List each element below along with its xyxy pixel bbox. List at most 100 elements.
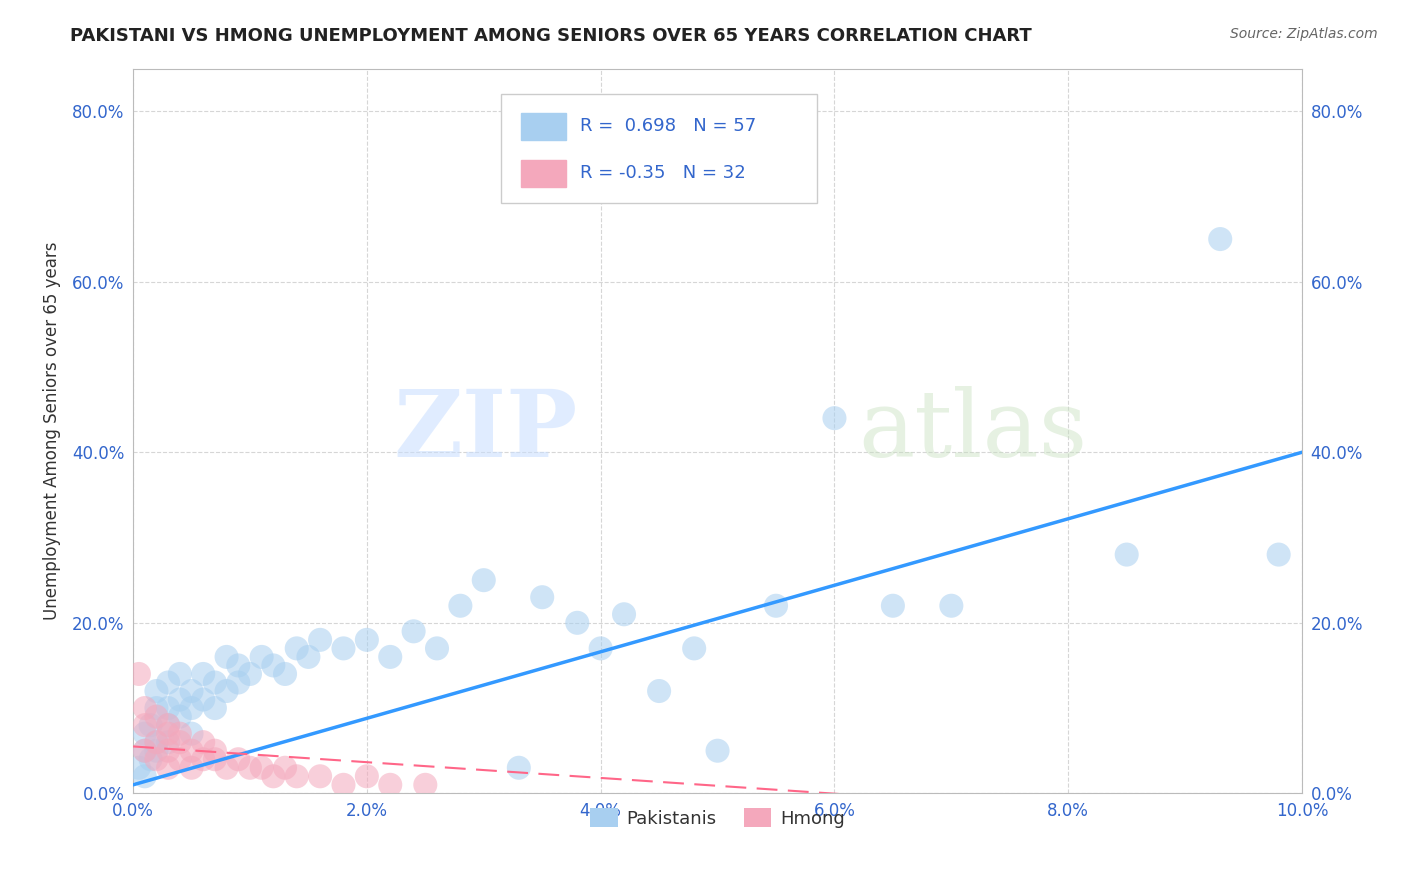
- Point: [1267, 548, 1289, 562]
- Point: [1209, 232, 1232, 246]
- Point: [356, 769, 378, 783]
- Point: [134, 744, 156, 758]
- Point: [941, 599, 963, 613]
- Text: R = -0.35   N = 32: R = -0.35 N = 32: [579, 163, 745, 182]
- Point: [193, 667, 215, 681]
- Point: [157, 744, 180, 758]
- Point: [145, 701, 167, 715]
- Point: [157, 718, 180, 732]
- Point: [193, 692, 215, 706]
- Point: [204, 701, 226, 715]
- Point: [426, 641, 449, 656]
- Point: [180, 726, 202, 740]
- Point: [648, 684, 671, 698]
- Point: [204, 752, 226, 766]
- Point: [226, 658, 249, 673]
- Point: [134, 726, 156, 740]
- Point: [239, 761, 262, 775]
- Point: [145, 752, 167, 766]
- Point: [139, 752, 162, 766]
- Point: [157, 735, 180, 749]
- Point: [332, 641, 354, 656]
- Point: [262, 769, 284, 783]
- Point: [169, 726, 191, 740]
- Point: [413, 778, 436, 792]
- Point: [823, 411, 845, 425]
- Point: [128, 761, 150, 775]
- Y-axis label: Unemployment Among Seniors over 65 years: Unemployment Among Seniors over 65 years: [44, 242, 60, 620]
- Point: [589, 641, 612, 656]
- Text: atlas: atlas: [858, 386, 1087, 476]
- Point: [145, 735, 167, 749]
- Point: [274, 667, 297, 681]
- Point: [882, 599, 904, 613]
- Point: [706, 744, 728, 758]
- Point: [169, 709, 191, 723]
- Point: [285, 641, 308, 656]
- Point: [145, 684, 167, 698]
- Point: [134, 701, 156, 715]
- Legend: Pakistanis, Hmong: Pakistanis, Hmong: [583, 801, 852, 835]
- Point: [285, 769, 308, 783]
- Point: [239, 667, 262, 681]
- Point: [145, 744, 167, 758]
- Point: [215, 761, 238, 775]
- Point: [250, 649, 273, 664]
- Text: PAKISTANI VS HMONG UNEMPLOYMENT AMONG SENIORS OVER 65 YEARS CORRELATION CHART: PAKISTANI VS HMONG UNEMPLOYMENT AMONG SE…: [70, 27, 1032, 45]
- Point: [215, 649, 238, 664]
- Point: [262, 658, 284, 673]
- Point: [215, 684, 238, 698]
- Point: [169, 752, 191, 766]
- Point: [332, 778, 354, 792]
- Point: [508, 761, 530, 775]
- Point: [297, 649, 319, 664]
- Point: [180, 684, 202, 698]
- Point: [157, 675, 180, 690]
- Point: [134, 744, 156, 758]
- Text: R =  0.698   N = 57: R = 0.698 N = 57: [579, 117, 756, 135]
- Point: [380, 778, 402, 792]
- Point: [274, 761, 297, 775]
- Point: [193, 735, 215, 749]
- Point: [157, 718, 180, 732]
- Point: [128, 667, 150, 681]
- Point: [226, 752, 249, 766]
- Point: [613, 607, 636, 622]
- Point: [193, 752, 215, 766]
- Point: [204, 675, 226, 690]
- Point: [309, 632, 332, 647]
- Text: ZIP: ZIP: [394, 386, 578, 476]
- Point: [472, 573, 495, 587]
- Point: [683, 641, 706, 656]
- FancyBboxPatch shape: [522, 160, 565, 187]
- Point: [1115, 548, 1137, 562]
- Point: [356, 632, 378, 647]
- Point: [145, 735, 167, 749]
- Point: [145, 709, 167, 723]
- Point: [157, 701, 180, 715]
- Text: Source: ZipAtlas.com: Source: ZipAtlas.com: [1230, 27, 1378, 41]
- Point: [226, 675, 249, 690]
- Point: [567, 615, 589, 630]
- Point: [531, 591, 554, 605]
- Point: [180, 701, 202, 715]
- Point: [402, 624, 425, 639]
- Point: [204, 744, 226, 758]
- Point: [180, 744, 202, 758]
- Point: [157, 761, 180, 775]
- FancyBboxPatch shape: [522, 113, 565, 140]
- Point: [134, 769, 156, 783]
- Point: [139, 718, 162, 732]
- Point: [765, 599, 787, 613]
- Point: [134, 718, 156, 732]
- Point: [309, 769, 332, 783]
- Point: [169, 692, 191, 706]
- Point: [157, 726, 180, 740]
- Point: [380, 649, 402, 664]
- Point: [169, 667, 191, 681]
- Point: [169, 735, 191, 749]
- Point: [449, 599, 471, 613]
- FancyBboxPatch shape: [502, 94, 817, 202]
- Point: [180, 761, 202, 775]
- Point: [250, 761, 273, 775]
